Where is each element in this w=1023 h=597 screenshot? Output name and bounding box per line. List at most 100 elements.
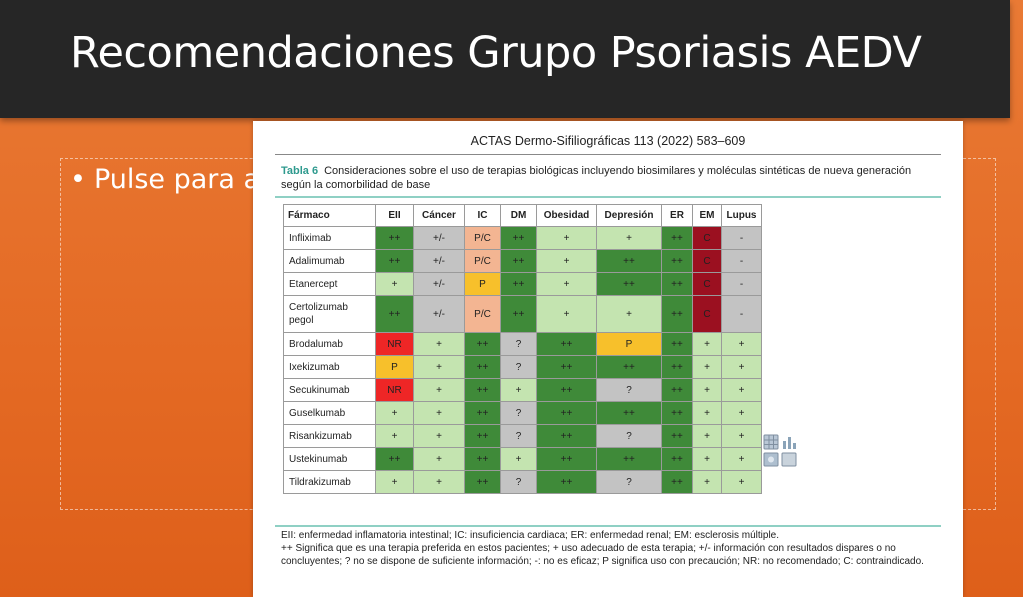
- content-placeholder-icons[interactable]: [762, 433, 798, 469]
- drug-name: Secukinumab: [283, 378, 376, 402]
- table-row: Adalimumab ++ +/- P/C ++ + ++ ++ C -: [283, 249, 762, 273]
- rating-cell: +: [413, 447, 465, 471]
- drug-name: Infliximab: [283, 226, 376, 250]
- rating-cell: +: [721, 332, 762, 356]
- rating-cell: ++: [500, 295, 537, 333]
- drug-name: Ixekizumab: [283, 355, 376, 379]
- rating-cell: +: [500, 378, 537, 402]
- rating-cell: +/-: [413, 226, 465, 250]
- table-row: Infliximab ++ +/- P/C ++ + + ++ C -: [283, 226, 762, 250]
- table-caption: Tabla 6 Consideraciones sobre el uso de t…: [281, 164, 941, 192]
- article-table-image[interactable]: ACTAS Dermo-Sifiliográficas 113 (2022) 5…: [253, 121, 963, 597]
- rating-cell: -: [721, 226, 762, 250]
- rating-cell: ++: [596, 447, 662, 471]
- rating-cell: ++: [536, 355, 597, 379]
- rating-cell: ++: [661, 447, 693, 471]
- rating-cell: ++: [500, 249, 537, 273]
- rating-cell: +: [375, 470, 414, 494]
- rating-cell: ?: [500, 401, 537, 425]
- rating-cell: ++: [661, 226, 693, 250]
- rating-cell: +: [413, 332, 465, 356]
- table-row: Risankizumab + + ++? ++? ++ + +: [283, 424, 762, 448]
- rating-cell: +: [536, 272, 597, 296]
- rating-cell: ++: [596, 355, 662, 379]
- column-header: Obesidad: [536, 204, 597, 227]
- rating-cell: +: [413, 424, 465, 448]
- rating-cell: +: [596, 295, 662, 333]
- column-header: Cáncer: [413, 204, 465, 227]
- table-footnote: EII: enfermedad inflamatoria intestinal;…: [281, 529, 946, 568]
- comorbidity-table: Fármaco EII Cáncer IC DM Obesidad Depresión ER E…: [283, 204, 762, 494]
- rating-cell: ++: [661, 355, 693, 379]
- journal-header: ACTAS Dermo-Sifiliográficas 113 (2022) 5…: [470, 134, 746, 148]
- rating-cell: +: [721, 355, 762, 379]
- drug-name: Guselkumab: [283, 401, 376, 425]
- rating-cell: ++: [500, 226, 537, 250]
- rating-cell: +: [536, 249, 597, 273]
- rating-cell: +/-: [413, 272, 465, 296]
- rating-cell: +: [692, 470, 722, 494]
- rating-cell: +: [692, 378, 722, 402]
- rating-cell: ++: [661, 378, 693, 402]
- rating-cell: +: [413, 355, 465, 379]
- rating-cell: ++: [536, 447, 597, 471]
- rating-cell: ++: [464, 378, 501, 402]
- table-row: Secukinumab NR + ++ + ++? ++ + +: [283, 378, 762, 402]
- column-header: ER: [661, 204, 693, 227]
- rating-cell: ?: [596, 470, 662, 494]
- bullet-icon: •: [70, 164, 86, 195]
- placeholder-label: Pulse para a: [93, 164, 261, 195]
- rating-cell: ++: [536, 378, 597, 402]
- column-header: Fármaco: [283, 204, 376, 227]
- rating-cell: +/-: [413, 295, 465, 333]
- drug-name: Ustekinumab: [283, 447, 376, 471]
- rating-cell: ++: [464, 355, 501, 379]
- content-placeholder-text[interactable]: • Pulse para a: [70, 164, 260, 195]
- rating-cell: ?: [500, 355, 537, 379]
- footnote-abbreviations: EII: enfermedad inflamatoria intestinal;…: [281, 530, 780, 541]
- rating-cell: +: [375, 401, 414, 425]
- rating-cell: ++: [464, 424, 501, 448]
- rating-cell: +: [692, 401, 722, 425]
- rating-cell: ++: [464, 470, 501, 494]
- table-frame: Fármaco EII Cáncer IC DM Obesidad Depresión ER E…: [275, 196, 941, 527]
- column-header: EII: [375, 204, 414, 227]
- footnote-legend: ++ Significa que es una terapia preferid…: [281, 543, 924, 567]
- drug-name: Risankizumab: [283, 424, 376, 448]
- rating-cell: ++: [375, 295, 414, 333]
- rating-cell: ?: [500, 470, 537, 494]
- header-divider: [275, 154, 941, 155]
- table-row: Certolizumab pegol ++ +/- P/C ++ + + ++ C -: [283, 295, 762, 333]
- rating-cell: ++: [375, 447, 414, 471]
- rating-cell: ?: [596, 378, 662, 402]
- rating-cell: C: [692, 249, 722, 273]
- rating-cell: ++: [536, 470, 597, 494]
- slide-title-bar: Recomendaciones Grupo Psoriasis AEDV: [0, 0, 1010, 118]
- rating-cell: ++: [661, 424, 693, 448]
- rating-cell: +: [692, 355, 722, 379]
- caption-line-1: Consideraciones sobre el uso de terapias…: [324, 165, 912, 177]
- rating-cell: ++: [661, 249, 693, 273]
- rating-cell: -: [721, 295, 762, 333]
- rating-cell: P: [375, 355, 414, 379]
- rating-cell: ++: [596, 249, 662, 273]
- drug-name: Adalimumab: [283, 249, 376, 273]
- rating-cell: ++: [661, 332, 693, 356]
- rating-cell: +: [413, 378, 465, 402]
- rating-cell: ?: [500, 332, 537, 356]
- rating-cell: NR: [375, 378, 414, 402]
- rating-cell: +: [721, 470, 762, 494]
- rating-cell: ++: [536, 332, 597, 356]
- table-row: Ustekinumab ++ + ++ + ++ ++ ++ + +: [283, 447, 762, 471]
- table-label: Tabla 6: [281, 165, 319, 177]
- column-header: Lupus: [721, 204, 762, 227]
- rating-cell: C: [692, 295, 722, 333]
- rating-cell: P/C: [464, 249, 501, 273]
- rating-cell: +: [536, 295, 597, 333]
- column-header: DM: [500, 204, 537, 227]
- slide-title[interactable]: Recomendaciones Grupo Psoriasis AEDV: [70, 28, 922, 78]
- drug-name: Brodalumab: [283, 332, 376, 356]
- rating-cell: +: [692, 447, 722, 471]
- column-header: Depresión: [596, 204, 662, 227]
- rating-cell: -: [721, 249, 762, 273]
